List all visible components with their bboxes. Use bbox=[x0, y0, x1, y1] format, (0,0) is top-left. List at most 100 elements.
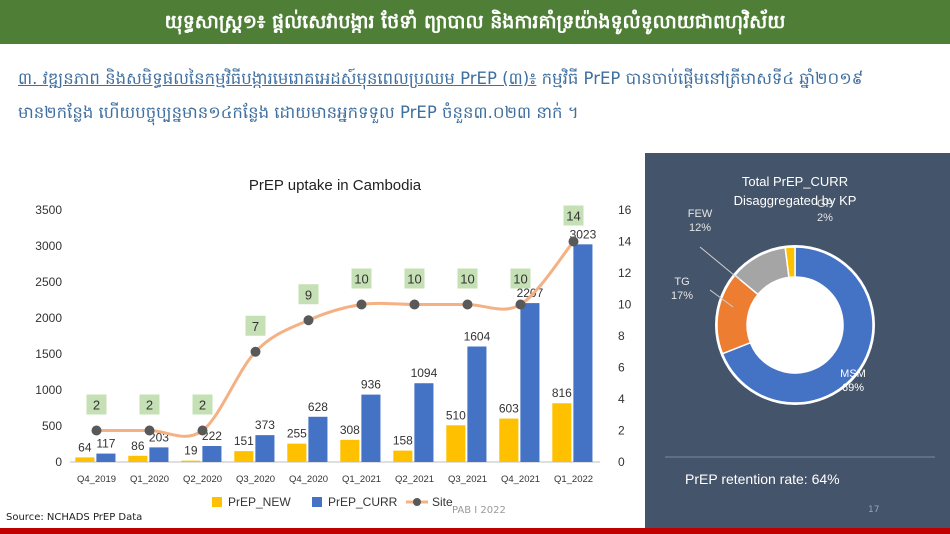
header-bar: យុទ្ធសាស្ត្រ១៖ ផ្តល់សេវាបង្ការ ថែទាំ ព្យ… bbox=[0, 0, 950, 44]
prep-new-bar bbox=[499, 418, 519, 462]
prep-curr-bar bbox=[149, 447, 169, 462]
prep-curr-label: 117 bbox=[96, 437, 115, 451]
y-tick-label: 500 bbox=[42, 419, 62, 433]
y-tick-label: 1500 bbox=[35, 347, 62, 361]
x-tick-label: Q4_2020 bbox=[289, 474, 328, 485]
site-label-box bbox=[404, 268, 425, 289]
prep-new-label: 151 bbox=[234, 434, 254, 448]
prep-new-label: 19 bbox=[184, 444, 198, 458]
site-label-box bbox=[510, 268, 531, 289]
donut-label-few: FEW bbox=[688, 208, 713, 220]
site-marker bbox=[250, 346, 261, 357]
legend-swatch-prep-curr bbox=[312, 497, 322, 507]
subtitle-lead: ៣. វឌ្ឍនភាព និងសមិទ្ធផលនៃកម្មវិធីបង្ការម… bbox=[18, 69, 537, 88]
uptake-chart-panel: PrEP uptake in Cambodia 0 500 1000 1500 2000 2… bbox=[0, 150, 645, 530]
x-tick-label: Q4_2019 bbox=[77, 474, 116, 485]
y2-tick-label: 12 bbox=[618, 266, 632, 280]
prep-new-bar bbox=[181, 460, 201, 462]
prep-curr-label: 1094 bbox=[411, 366, 438, 380]
prep-new-bar bbox=[234, 451, 254, 462]
donut-label-tg: TG bbox=[674, 276, 689, 288]
y-tick-label: 3000 bbox=[35, 239, 62, 253]
prep-curr-bar bbox=[255, 435, 275, 462]
prep-curr-bar bbox=[414, 383, 434, 462]
x-tick-label: Q2_2020 bbox=[183, 474, 222, 485]
site-label: 10 bbox=[513, 272, 527, 287]
site-marker bbox=[409, 299, 420, 310]
legend-label-site: Site bbox=[432, 495, 453, 509]
site-marker bbox=[144, 425, 155, 436]
site-marker bbox=[515, 299, 526, 310]
x-tick-label: Q4_2021 bbox=[501, 474, 540, 485]
site-marker bbox=[462, 299, 473, 310]
x-tick-label: Q1_2022 bbox=[554, 474, 593, 485]
prep-new-bar bbox=[340, 439, 360, 462]
prep-curr-bar bbox=[202, 446, 222, 462]
prep-new-bar bbox=[552, 403, 572, 462]
bottom-accent-bar bbox=[0, 528, 950, 534]
donut-title-line2: Disaggregated by KP bbox=[734, 193, 857, 208]
site-marker bbox=[303, 315, 314, 326]
prep-new-bar bbox=[393, 450, 413, 462]
footer-tag: PAB I 2022 bbox=[452, 505, 506, 516]
site-marker bbox=[91, 425, 102, 436]
donut-pct-msm: 69% bbox=[842, 382, 864, 394]
prep-curr-bar bbox=[573, 244, 593, 462]
donut-label-gp: GP bbox=[817, 198, 833, 210]
donut-slice-gp bbox=[784, 246, 796, 279]
x-tick-label: Q3_2021 bbox=[448, 474, 487, 485]
site-marker bbox=[197, 425, 208, 436]
x-tick-label: Q1_2020 bbox=[130, 474, 169, 485]
retention-rate-note: PrEP retention rate: 64% bbox=[685, 471, 840, 487]
legend-label-prep-curr: PrEP_CURR bbox=[328, 495, 398, 509]
site-label-box bbox=[351, 268, 372, 289]
donut-leader-tg bbox=[709, 289, 734, 308]
site-label-box bbox=[298, 284, 319, 305]
y2-tick-label: 2 bbox=[618, 424, 625, 438]
site-label: 10 bbox=[460, 272, 474, 287]
donut-center-label: N= 3,023 bbox=[768, 318, 821, 333]
donut-pct-few: 12% bbox=[689, 222, 711, 234]
site-line bbox=[96, 240, 575, 438]
site-label-box bbox=[245, 315, 266, 336]
prep-new-bar bbox=[75, 457, 95, 462]
y2-tick-label: 10 bbox=[618, 298, 632, 312]
donut-title-line1: Total PrEP_CURR bbox=[742, 174, 848, 189]
x-tick-label: Q2_2021 bbox=[395, 474, 434, 485]
y2-tick-label: 4 bbox=[618, 392, 625, 406]
site-label-box bbox=[563, 205, 584, 226]
site-label: 2 bbox=[199, 398, 206, 413]
prep-curr-bar bbox=[467, 346, 487, 462]
prep-curr-label: 628 bbox=[308, 400, 328, 414]
prep-new-label: 255 bbox=[287, 427, 307, 441]
site-label: 2 bbox=[93, 398, 100, 413]
y-tick-label: 3500 bbox=[35, 203, 62, 217]
site-label: 2 bbox=[146, 398, 153, 413]
site-label: 9 bbox=[305, 287, 312, 302]
y-tick-label: 2000 bbox=[35, 311, 62, 325]
prep-curr-bar bbox=[308, 416, 328, 462]
site-label: 7 bbox=[252, 319, 259, 334]
y2-tick-label: 6 bbox=[618, 361, 625, 375]
prep-curr-bar bbox=[361, 394, 381, 462]
y2-tick-label: 16 bbox=[618, 203, 632, 217]
subtitle-body: កម្មវិធី PrEP បានចាប់ផ្តើមនៅត្រីមាសទី៤ ឆ… bbox=[18, 69, 864, 122]
site-label-box bbox=[139, 394, 160, 415]
prep-new-bar bbox=[128, 455, 148, 462]
site-label-box bbox=[86, 394, 107, 415]
site-marker bbox=[568, 236, 579, 247]
prep-curr-label: 373 bbox=[255, 418, 275, 432]
y2-tick-label: 8 bbox=[618, 329, 625, 343]
prep-new-bar bbox=[287, 443, 307, 462]
uptake-chart: PrEP uptake in Cambodia 0 500 1000 1500 2000 2… bbox=[35, 177, 632, 509]
prep-new-bar bbox=[446, 425, 466, 462]
y2-tick-label: 14 bbox=[618, 235, 632, 249]
y-tick-label: 1000 bbox=[35, 383, 62, 397]
donut-pct-tg: 17% bbox=[671, 290, 693, 302]
prep-new-label: 603 bbox=[499, 402, 519, 416]
source-note: Source: NCHADS PrEP Data bbox=[6, 512, 143, 523]
site-marker bbox=[356, 299, 367, 310]
site-label-box bbox=[457, 268, 478, 289]
prep-curr-bar bbox=[520, 303, 540, 462]
prep-new-label: 64 bbox=[78, 440, 92, 454]
